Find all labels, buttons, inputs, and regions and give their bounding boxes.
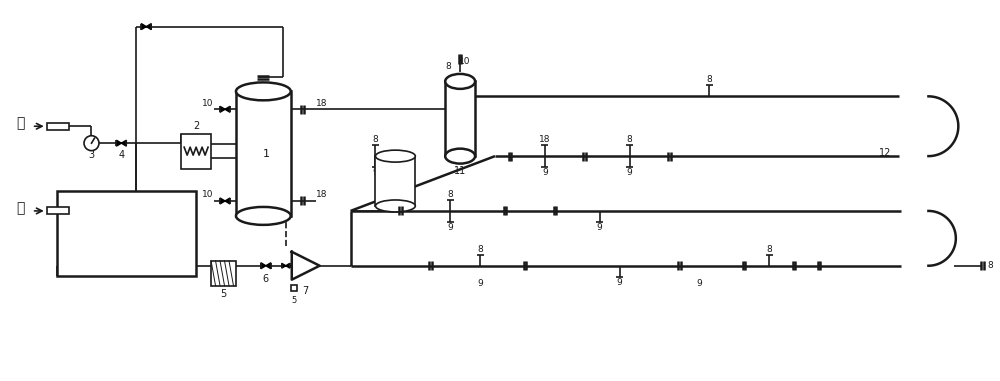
Ellipse shape bbox=[236, 82, 291, 100]
Text: 9: 9 bbox=[373, 168, 378, 177]
Polygon shape bbox=[141, 24, 146, 30]
Text: 8: 8 bbox=[627, 135, 632, 144]
Text: 4: 4 bbox=[118, 150, 124, 160]
Polygon shape bbox=[292, 252, 320, 280]
Text: 9: 9 bbox=[542, 168, 548, 177]
Polygon shape bbox=[286, 263, 290, 268]
Ellipse shape bbox=[375, 200, 415, 212]
Polygon shape bbox=[282, 263, 286, 268]
Ellipse shape bbox=[375, 150, 415, 162]
Text: 1: 1 bbox=[263, 149, 270, 158]
Polygon shape bbox=[225, 106, 230, 112]
Text: 9: 9 bbox=[627, 168, 632, 177]
Text: 11: 11 bbox=[454, 166, 466, 176]
Bar bbox=[47, 123, 69, 130]
Text: 气: 气 bbox=[17, 116, 25, 130]
Text: 7: 7 bbox=[303, 286, 309, 296]
Ellipse shape bbox=[445, 149, 475, 163]
Text: 8: 8 bbox=[373, 135, 378, 144]
Bar bbox=[445, 82, 475, 156]
Bar bbox=[181, 134, 211, 168]
Text: 9: 9 bbox=[447, 223, 453, 232]
Text: 10: 10 bbox=[202, 99, 214, 108]
Text: 8: 8 bbox=[706, 75, 712, 85]
Polygon shape bbox=[220, 198, 225, 204]
Text: 8: 8 bbox=[988, 261, 994, 270]
Text: 18: 18 bbox=[316, 99, 327, 108]
Bar bbox=[47, 207, 69, 215]
Text: 9: 9 bbox=[477, 279, 483, 288]
Text: 液: 液 bbox=[17, 201, 25, 215]
Text: 8: 8 bbox=[766, 245, 772, 254]
Text: 8: 8 bbox=[447, 190, 453, 199]
Text: 18: 18 bbox=[316, 190, 327, 200]
Polygon shape bbox=[116, 140, 121, 146]
Ellipse shape bbox=[445, 74, 475, 89]
Bar bbox=[291, 285, 297, 291]
Text: 8: 8 bbox=[445, 62, 451, 71]
Polygon shape bbox=[121, 140, 126, 146]
Polygon shape bbox=[261, 263, 266, 269]
Bar bbox=[236, 91, 291, 216]
Text: 8: 8 bbox=[477, 245, 483, 254]
Text: 9: 9 bbox=[597, 223, 603, 232]
Text: 6: 6 bbox=[263, 274, 269, 284]
Bar bbox=[375, 156, 415, 206]
Text: 5: 5 bbox=[220, 289, 227, 299]
Text: 10: 10 bbox=[202, 190, 214, 200]
Bar bbox=[211, 261, 236, 286]
Polygon shape bbox=[225, 198, 230, 204]
Circle shape bbox=[84, 136, 99, 150]
Text: 2: 2 bbox=[193, 121, 199, 131]
Polygon shape bbox=[266, 263, 271, 269]
Bar bbox=[57, 191, 196, 276]
Polygon shape bbox=[220, 106, 225, 112]
Text: 3: 3 bbox=[88, 150, 95, 160]
Text: 9: 9 bbox=[696, 279, 702, 288]
Text: 10: 10 bbox=[459, 57, 471, 66]
Text: 9: 9 bbox=[617, 278, 622, 287]
Text: 12: 12 bbox=[879, 148, 891, 158]
Text: 18: 18 bbox=[539, 135, 551, 144]
Ellipse shape bbox=[236, 207, 291, 225]
Polygon shape bbox=[146, 24, 151, 30]
Text: 5: 5 bbox=[291, 296, 296, 305]
